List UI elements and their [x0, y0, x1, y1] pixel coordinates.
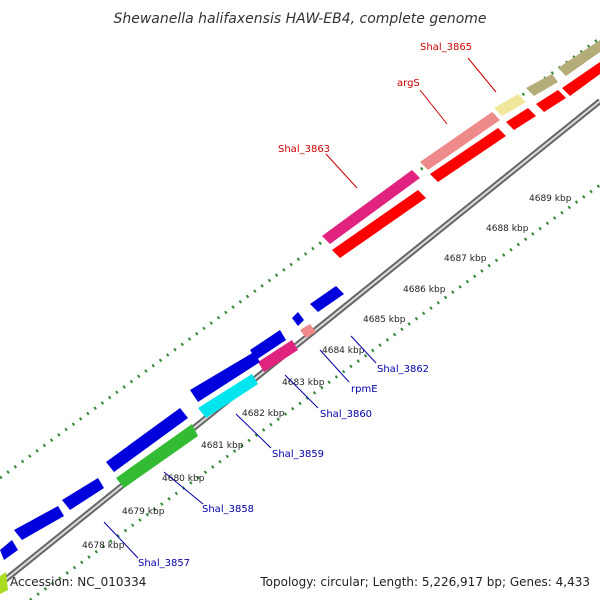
inner-tick-ring: [29, 183, 600, 600]
tick-label: 4689 kbp: [529, 194, 572, 204]
map-title: Shewanella halifaxensis HAW-EB4, complet…: [113, 11, 486, 27]
gene-rpmE: [300, 324, 316, 338]
gene-label-shal-3862: Shal_3862: [377, 364, 429, 375]
gene-label-shal-3865: Shal_3865: [420, 42, 472, 53]
gene-label-shal-3859: Shal_3859: [272, 449, 324, 460]
gene-blue-7: [14, 506, 64, 540]
tick-label: 4686 kbp: [403, 285, 446, 295]
accession-text: Accession: NC_010334: [10, 575, 146, 589]
gene-red-3: [506, 108, 536, 130]
gene-argS: [420, 112, 500, 170]
tick-label: 4688 kbp: [486, 224, 529, 234]
gene-shal-3865-a: [494, 94, 526, 116]
gene-red-2: [430, 128, 506, 182]
genome-summary-text: Topology: circular; Length: 5,226,917 bp…: [259, 575, 590, 589]
tick-label: 4681 kbp: [201, 441, 244, 451]
tick-label: 4682 kbp: [242, 409, 285, 419]
gene-shal-3865-b: [526, 74, 558, 96]
tick-label: 4678 kbp: [82, 541, 125, 551]
gene-blue-8: [0, 540, 18, 560]
gene-red-4: [536, 90, 566, 112]
gene-blue-6: [62, 478, 104, 510]
gene-shal-3858: [116, 424, 198, 488]
gene-label-shal-3863: Shal_3863: [278, 144, 330, 155]
gene-shal-3860: [258, 340, 298, 372]
gene-red-5: [562, 62, 600, 96]
gene-label-rpmE: rpmE: [351, 384, 378, 395]
tick-label: 4683 kbp: [282, 378, 325, 388]
gene-blue-5: [106, 408, 188, 472]
gene-blue-3: [250, 330, 286, 360]
gene-red-1: [332, 190, 426, 258]
gene-shal-3859: [198, 374, 258, 418]
gene-shal-3865-c: [558, 40, 600, 76]
gene-label-argS: argS: [397, 78, 420, 89]
gene-shal-3863-outer: [322, 170, 420, 244]
tick-label: 4680 kbp: [162, 474, 205, 484]
gene-blue-1: [310, 286, 344, 312]
gene-label-shal-3857: Shal_3857: [138, 558, 190, 569]
tick-label: 4679 kbp: [122, 507, 165, 517]
gene-label-shal-3860: Shal_3860: [320, 409, 372, 420]
gene-yellowgreen-partial: [0, 572, 8, 594]
tick-label: 4687 kbp: [444, 254, 487, 264]
gene-blue-4: [190, 352, 260, 402]
gene-label-shal-3858: Shal_3858: [202, 504, 254, 515]
tick-label: 4684 kbp: [322, 346, 365, 356]
gene-blue-2: [292, 312, 304, 326]
tick-label: 4685 kbp: [363, 315, 406, 325]
